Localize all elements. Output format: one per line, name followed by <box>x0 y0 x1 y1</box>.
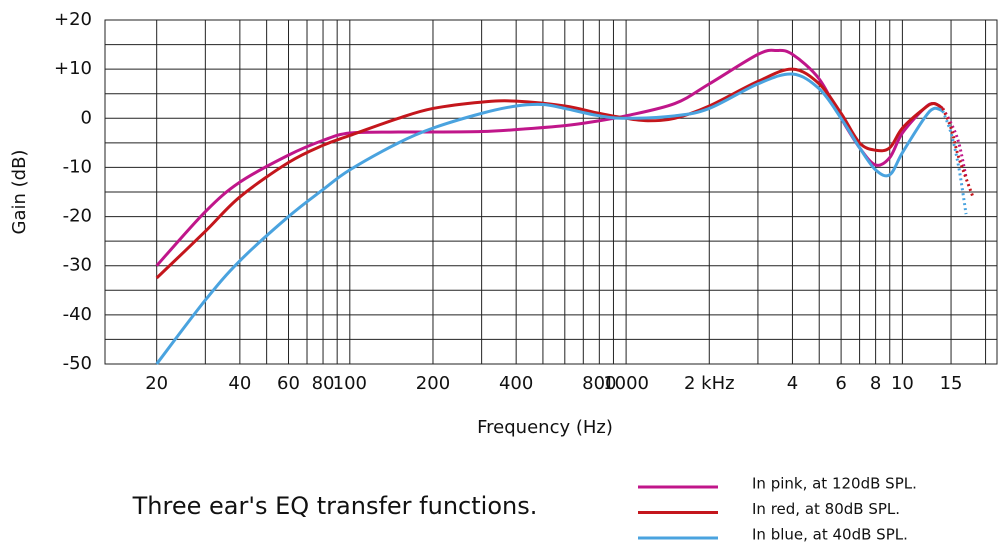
x-tick-label: 100 <box>333 373 367 394</box>
x-tick-label: 4 <box>787 373 798 394</box>
plot-frame <box>104 19 998 365</box>
x-tick-label: 2 kHz <box>684 373 735 394</box>
y-axis-label: Gain (dB) <box>9 150 30 235</box>
series-line <box>155 67 944 280</box>
x-tick-label: 1000 <box>603 373 649 394</box>
series-line <box>941 107 975 198</box>
y-tick-label: -50 <box>63 353 92 374</box>
y-tick-label: -20 <box>63 206 92 227</box>
y-tick-label: -10 <box>63 156 92 177</box>
x-tick-label: 400 <box>499 373 533 394</box>
x-tick-label: 6 <box>835 373 846 394</box>
legend-text: In pink, at 120dB SPL. <box>752 475 917 493</box>
y-tick-label: 0 <box>81 107 92 128</box>
series-line <box>155 72 944 365</box>
series-line <box>155 48 944 267</box>
x-tick-label: 20 <box>145 373 168 394</box>
x-tick-label: 10 <box>891 373 914 394</box>
y-tick-label: +20 <box>54 9 92 30</box>
x-tick-label: 15 <box>940 373 963 394</box>
legend-text: In blue, at 40dB SPL. <box>752 526 908 544</box>
caption: Three ear's EQ transfer functions. <box>132 492 538 520</box>
x-tick-label: 800 <box>582 373 616 394</box>
y-tick-label: -40 <box>63 304 92 325</box>
y-tick-label: +10 <box>54 58 92 79</box>
x-tick-label: 8 <box>870 373 881 394</box>
legend-text: In red, at 80dB SPL. <box>752 500 900 518</box>
series-line <box>941 107 968 178</box>
x-tick-label: 40 <box>228 373 251 394</box>
x-tick-label: 60 <box>277 373 300 394</box>
x-axis-label: Frequency (Hz) <box>477 417 613 438</box>
series-line <box>941 110 968 215</box>
x-tick-label: 80 <box>312 373 335 394</box>
y-tick-label: -30 <box>63 255 92 276</box>
x-tick-label: 200 <box>416 373 450 394</box>
